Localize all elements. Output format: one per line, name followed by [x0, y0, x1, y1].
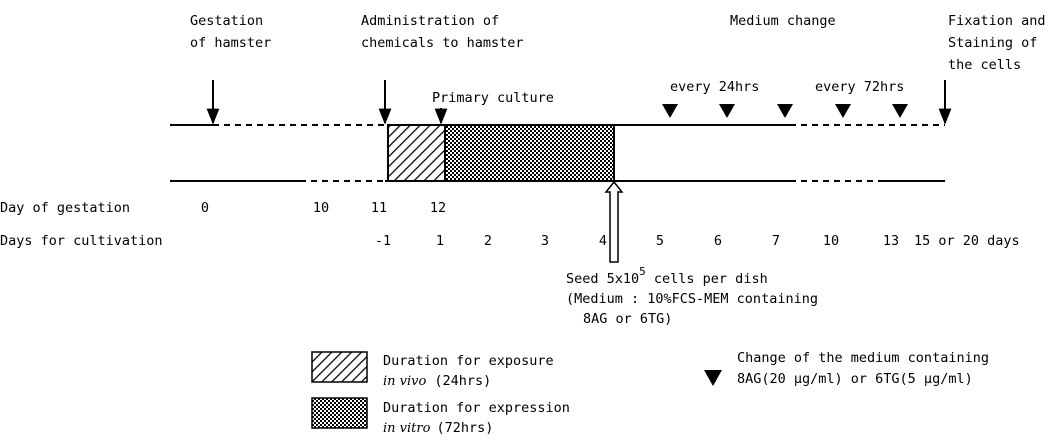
label: Staining of — [948, 35, 1037, 51]
tick-labels: 0 10 11 12-1 1 2 3 4 5 6 7 10 13 15 or 20 days — [201, 200, 1020, 249]
label: Gestation — [190, 13, 263, 29]
label: chemicals to hamster — [361, 35, 524, 51]
legend-hatch — [311, 351, 368, 383]
legend-text: in vitro (72hrs) — [383, 420, 493, 436]
tick-label: 4 — [599, 233, 607, 249]
seed-exp: 5 — [639, 265, 646, 278]
seed: Seed 5x10 — [566, 271, 639, 287]
legend-text: in vivo (24hrs) — [383, 373, 491, 389]
tick-label: 3 — [541, 233, 549, 249]
tick-label: 2 — [484, 233, 492, 249]
label: Medium change — [730, 13, 836, 29]
tick-label: 10 — [823, 233, 839, 249]
labels: Gestation of hamster Administration of c… — [0, 13, 1046, 327]
tick-label: 1 — [436, 233, 444, 249]
legend-dots — [311, 397, 368, 429]
legend-text: Duration for expression — [383, 400, 570, 416]
legend-text: 8AG(20 µg/ml) or 6TG(5 µg/ml) — [737, 371, 973, 387]
tick-label: 12 — [430, 200, 446, 216]
triangles — [662, 104, 908, 118]
legend-triangle — [704, 370, 722, 386]
tick-label: 10 — [313, 200, 329, 216]
seed-rest: cells per dish — [646, 271, 768, 287]
legend-text: Duration for exposure — [383, 353, 554, 369]
seed-arrow — [604, 180, 624, 263]
seed-text: (Medium : 10%FCS-MEM containing — [566, 291, 818, 307]
legend: Duration for exposure in vivo (24hrs) Dur… — [311, 350, 989, 436]
axis-label: Days for cultivation — [0, 233, 163, 249]
timeline — [170, 80, 952, 263]
tick-label: -1 — [375, 233, 391, 249]
seed-text: 8AG or 6TG) — [583, 311, 672, 327]
axis-label: Day of gestation — [0, 200, 130, 216]
label: every 24hrs — [670, 79, 759, 95]
legend-text: Change of the medium containing — [737, 350, 989, 366]
note: (24hrs) — [434, 373, 491, 389]
exposure-box — [387, 124, 446, 182]
tick-label: 7 — [772, 233, 780, 249]
tick-label: 13 — [883, 233, 899, 249]
seed-text: Seed 5x105 cells per dish — [566, 265, 768, 287]
tick-label: 15 or 20 days — [914, 233, 1020, 249]
italic: in vitro — [383, 421, 431, 436]
label: Primary culture — [432, 90, 554, 106]
label: Fixation and — [948, 13, 1046, 29]
note: (72hrs) — [436, 420, 493, 436]
tick-label: 0 — [201, 200, 209, 216]
tick-label: 6 — [714, 233, 722, 249]
label: Administration of — [361, 13, 499, 29]
label: of hamster — [190, 35, 271, 51]
tick-label: 5 — [656, 233, 664, 249]
label: the cells — [948, 57, 1021, 73]
expression-box — [444, 124, 615, 182]
label: every 72hrs — [815, 79, 904, 95]
italic: in vivo — [383, 374, 427, 389]
tick-label: 11 — [371, 200, 387, 216]
